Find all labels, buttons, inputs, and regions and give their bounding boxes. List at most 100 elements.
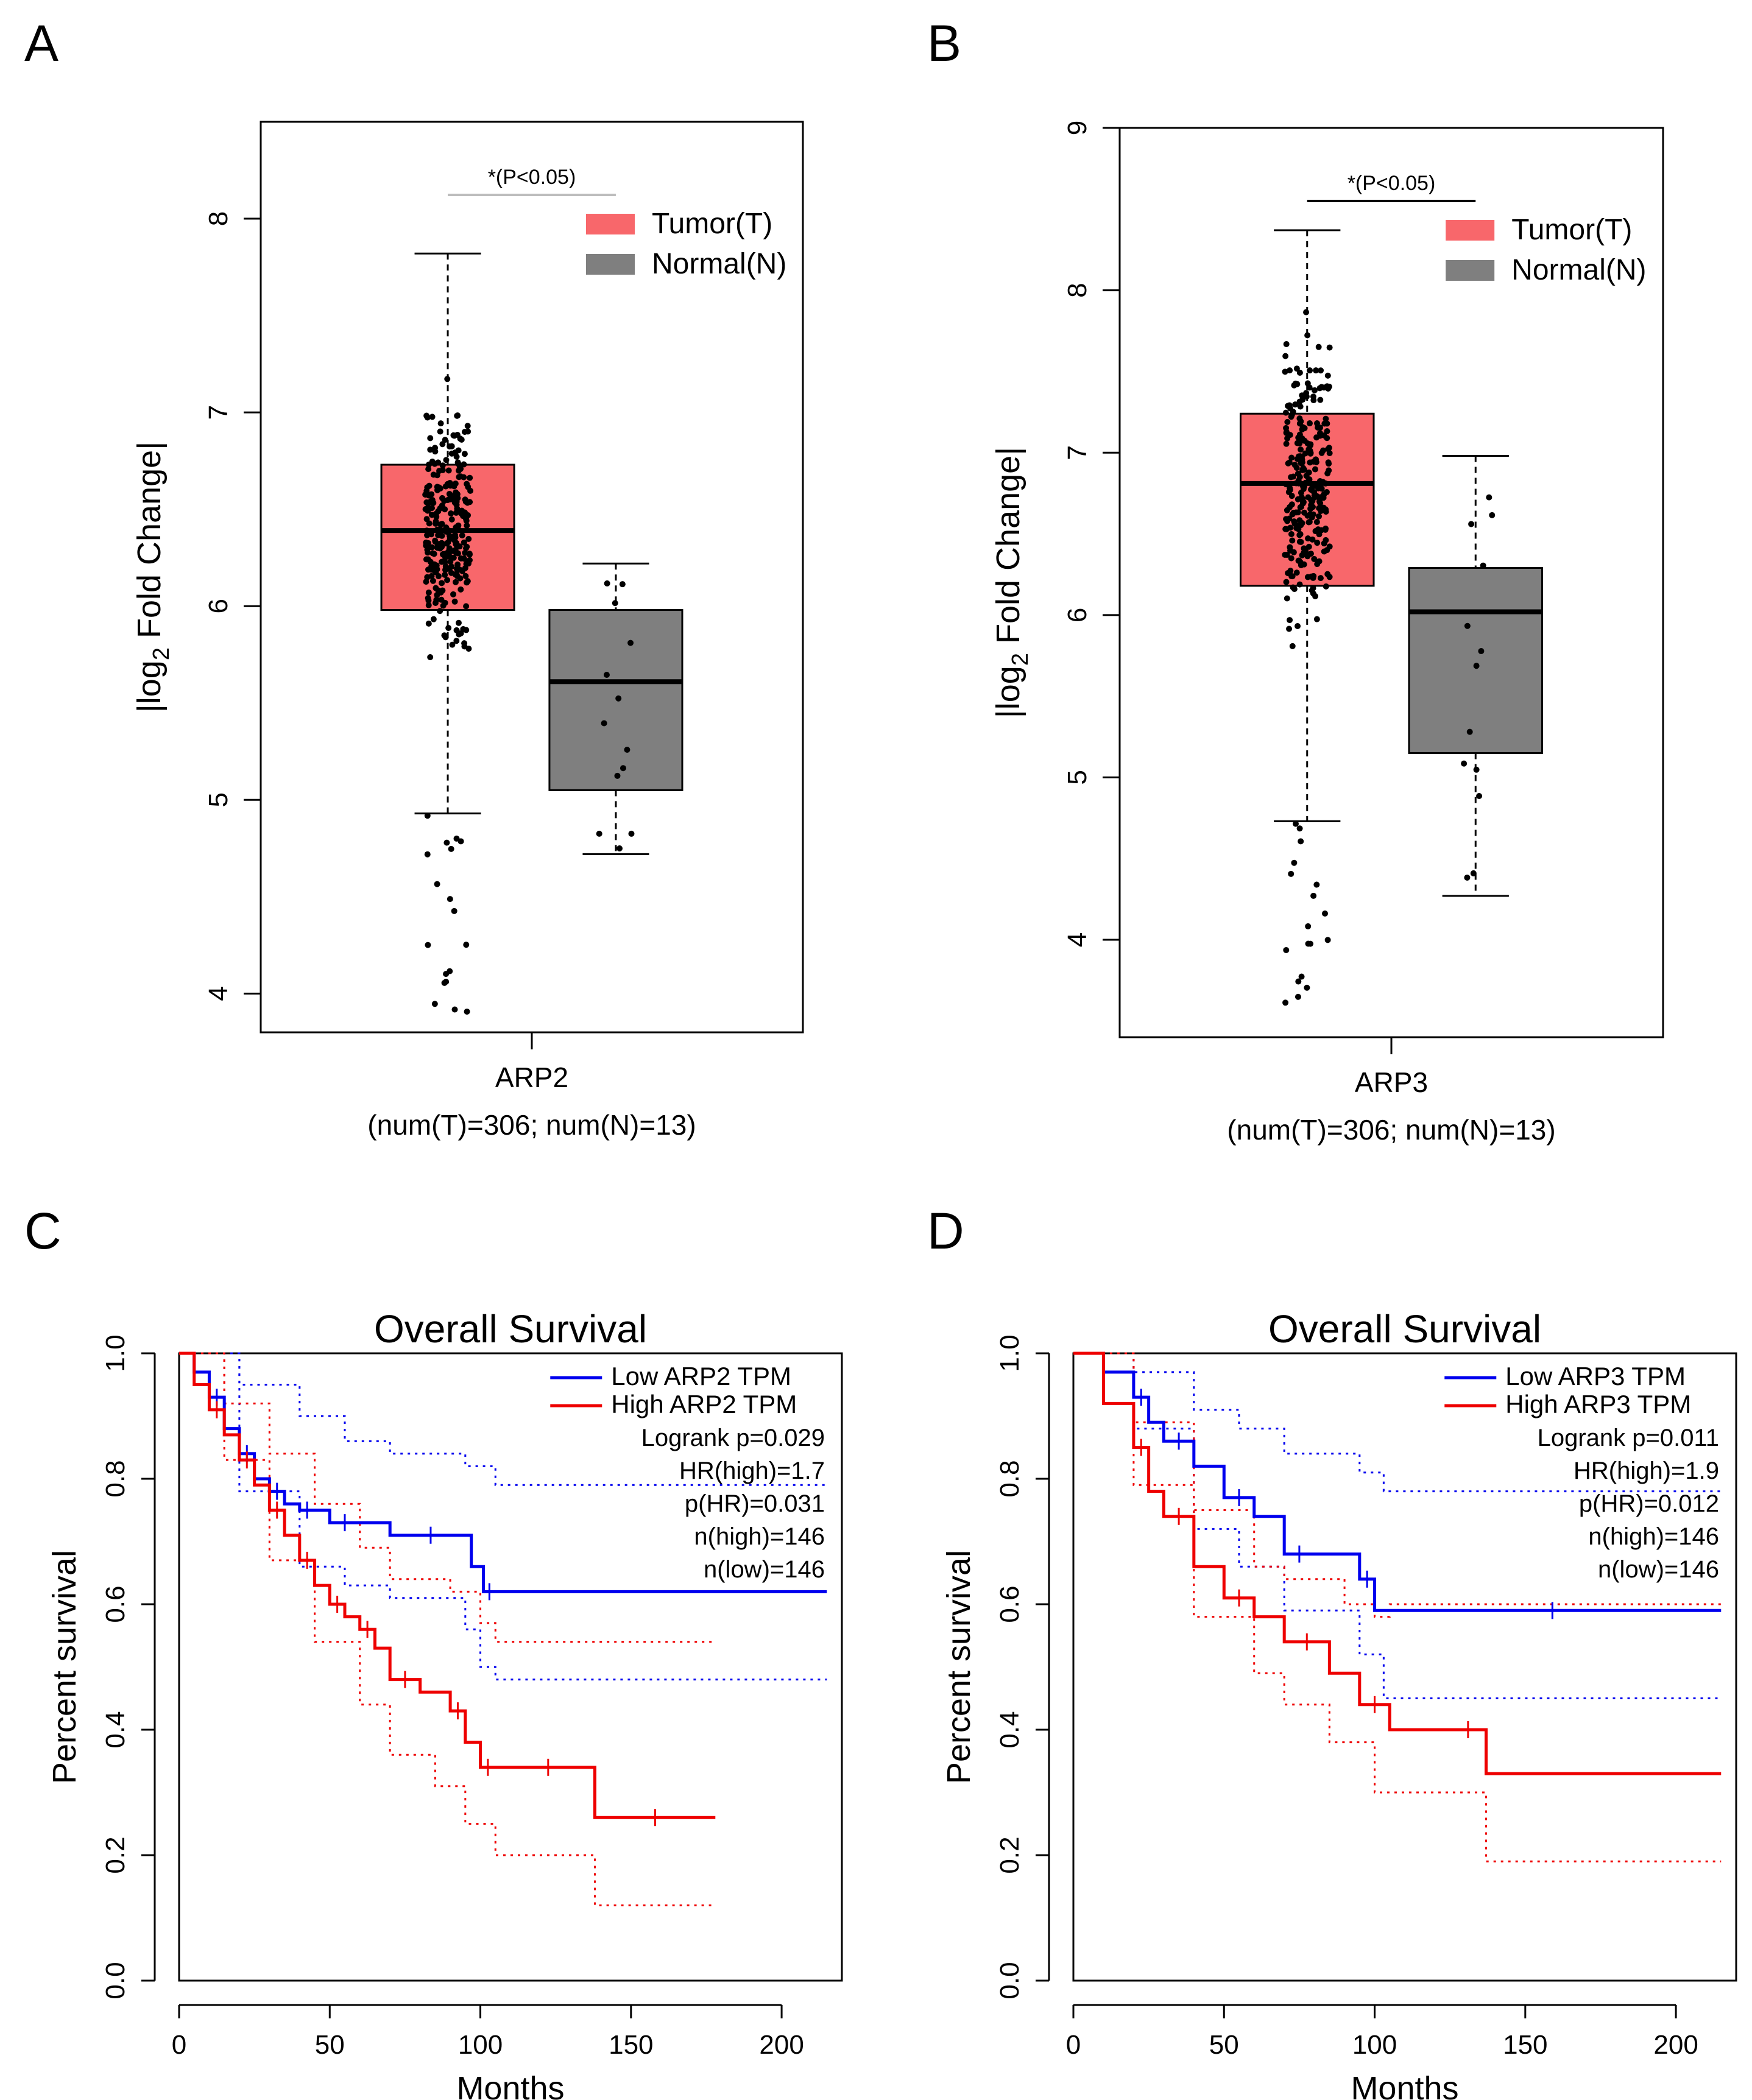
stat-label: HR(high)=1.7 [679,1457,825,1484]
tumor-point [428,531,435,538]
tumor-point [1313,616,1320,622]
normal-point [1466,728,1473,735]
tumor-point [1324,937,1331,943]
normal-point [1480,562,1486,569]
tumor-point [1317,425,1324,431]
tumor-point [451,598,458,605]
normal-point [628,830,635,837]
tumor-point [1298,458,1304,465]
chart-title: Overall Survival [374,1307,647,1351]
tumor-point [1323,525,1329,532]
normal-point [1461,760,1468,767]
tumor-point [1321,548,1327,555]
tumor-point [1315,344,1322,350]
tumor-point [424,484,431,491]
tumor-point [1306,420,1313,427]
tumor-point [1305,543,1312,550]
low-survival-curve [179,1351,827,1593]
legend-label-low: Low ARP2 TPM [611,1362,791,1390]
tumor-point [1293,820,1299,827]
tumor-point [441,979,448,986]
panel-b-boxplot: 4 5 6 7 8 9 |log2 Fold Change| ARP3 (num(T)=306;… [990,121,1664,1146]
normal-point [615,695,622,702]
y-tick-label: 5 [203,792,233,807]
panel-label-c: C [24,1202,62,1260]
y-tick-label: 0.2 [101,1836,130,1873]
tumor-point [1322,910,1329,917]
tumor-point [464,423,471,429]
tumor-point [464,481,470,487]
low-ci-upper [179,1352,827,1486]
tumor-point [452,490,459,497]
x-tick-label: 50 [1209,2030,1239,2060]
tumor-point [451,532,458,538]
tumor-point [1310,393,1316,400]
tumor-point [450,591,457,597]
tumor-point [1295,993,1301,1000]
tumor-point [1304,984,1310,991]
tumor-point [1310,892,1317,899]
tumor-point [1323,537,1329,543]
tumor-point [451,907,457,914]
tumor-point [1282,368,1288,375]
tumor-point [1295,509,1301,516]
normal-point [614,772,621,779]
tumor-point [1322,480,1329,487]
tumor-point [453,638,460,644]
tumor-point [454,412,461,419]
tumor-point [465,560,472,566]
normal-point [1464,874,1471,881]
y-tick-label: 4 [203,986,233,1001]
tumor-point [438,596,445,603]
tumor-point [448,845,454,852]
stat-label: n(high)=146 [694,1523,825,1550]
legend-label-high: High ARP3 TPM [1505,1390,1691,1418]
panel-label-b: B [927,15,961,72]
tumor-point [423,412,430,419]
legend-swatch-normal [1446,260,1495,281]
x-tick-label: 0 [1066,2030,1081,2060]
tumor-point [439,467,446,473]
tumor-point [1324,372,1331,379]
sample-size-note: (num(T)=306; num(N)=13) [1227,1114,1555,1146]
tumor-point [1313,881,1320,888]
tumor-point [1288,414,1295,420]
tumor-point [425,556,431,563]
tumor-point [448,510,454,517]
tumor-point [1296,420,1303,427]
tumor-point [1305,923,1312,929]
tumor-point [454,561,461,568]
tumor-point [439,462,446,469]
tumor-point [1300,465,1307,471]
tumor-point [1285,460,1291,467]
tumor-point [1311,555,1318,562]
panel-c-survival-chart: Overall Survival 0 50 100 150 200 Months 0.0 0.2… [46,1307,843,2100]
stat-label: n(high)=146 [1588,1523,1719,1550]
normal-point [601,720,607,727]
stat-label: n(low)=146 [704,1556,825,1583]
tumor-point [1307,448,1313,454]
tumor-point [1324,435,1330,442]
tumor-point [1294,440,1301,446]
tumor-point [1283,341,1290,348]
tumor-point [1320,506,1327,512]
tumor-point [464,579,470,586]
plot-frame [178,1352,843,1982]
tumor-point [1283,946,1290,953]
tumor-point [448,443,455,449]
normal-point [624,747,631,753]
tumor-point [439,587,446,594]
y-axis-label: |log2 Fold Change| [990,447,1033,718]
tumor-point [1286,625,1293,632]
tumor-point [439,551,446,558]
tumor-point [432,538,439,545]
tumor-point [1307,367,1313,374]
x-axis-label: Months [1351,2070,1458,2100]
tumor-point [1324,420,1330,427]
stat-label: HR(high)=1.9 [1574,1457,1719,1484]
tumor-point [1303,309,1310,315]
tumor-point [1317,396,1324,403]
y-tick-label: 7 [1062,445,1092,460]
tumor-point [1304,332,1311,339]
y-tick-label: 1.0 [995,1334,1025,1372]
